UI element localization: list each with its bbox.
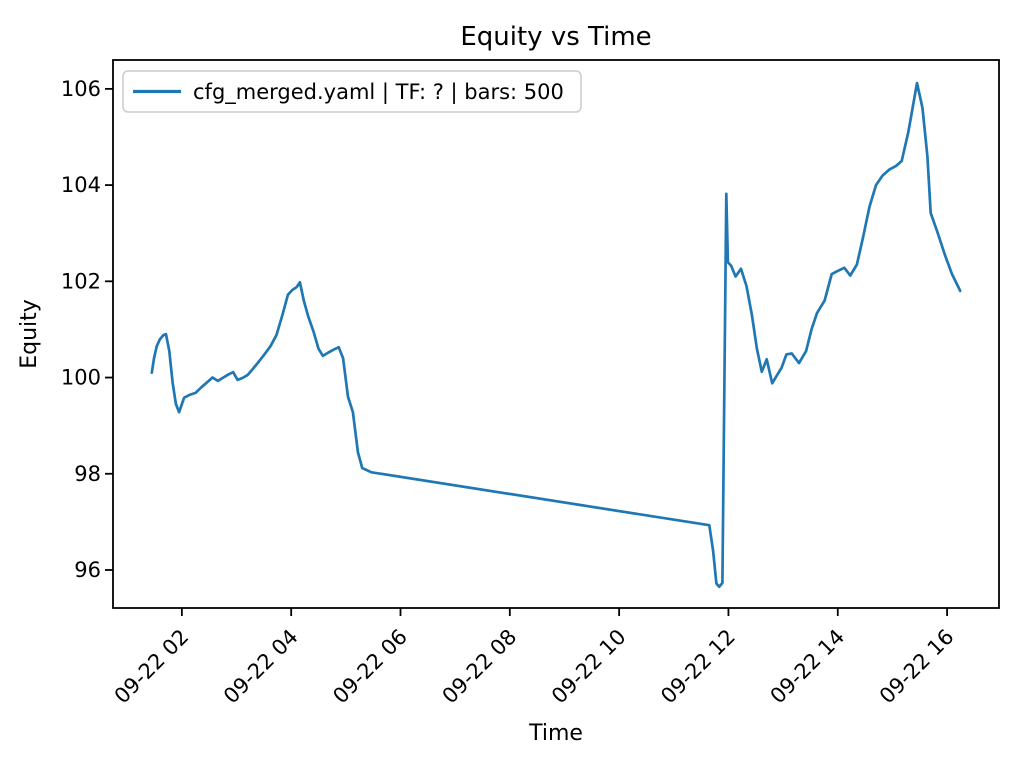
x-tick-label: 09-22 14 <box>766 625 850 709</box>
x-tick-label: 09-22 02 <box>110 625 194 709</box>
x-axis-label: Time <box>528 721 583 746</box>
y-axis: 96 98 100 102 104 106 <box>61 77 113 582</box>
legend-label: cfg_merged.yaml | TF: ? | bars: 500 <box>193 80 564 105</box>
x-tick-label: 09-22 06 <box>328 625 412 709</box>
y-tick-label: 98 <box>74 462 101 486</box>
y-tick-label: 104 <box>61 173 101 197</box>
y-tick-label: 96 <box>74 558 101 582</box>
x-tick-label: 09-22 10 <box>547 625 631 709</box>
y-tick-label: 100 <box>61 366 101 390</box>
x-tick-label: 09-22 16 <box>875 625 959 709</box>
x-tick-label: 09-22 08 <box>438 625 522 709</box>
x-tick-label: 09-22 04 <box>219 625 303 709</box>
legend-box <box>122 70 582 113</box>
y-tick-label: 106 <box>61 77 101 101</box>
y-tick-label: 102 <box>61 269 101 293</box>
x-axis: 09-22 02 09-22 04 09-22 06 09-22 08 09-22 10… <box>110 608 959 708</box>
y-axis-label: Equity <box>17 299 42 369</box>
x-tick-label: 09-22 12 <box>656 625 740 709</box>
chart-title: Equity vs Time <box>460 22 651 52</box>
legend: cfg_merged.yaml | TF: ? | bars: 500 <box>122 70 582 113</box>
equity-line <box>150 81 962 589</box>
plot-border <box>112 59 1000 609</box>
series-group <box>150 81 962 589</box>
